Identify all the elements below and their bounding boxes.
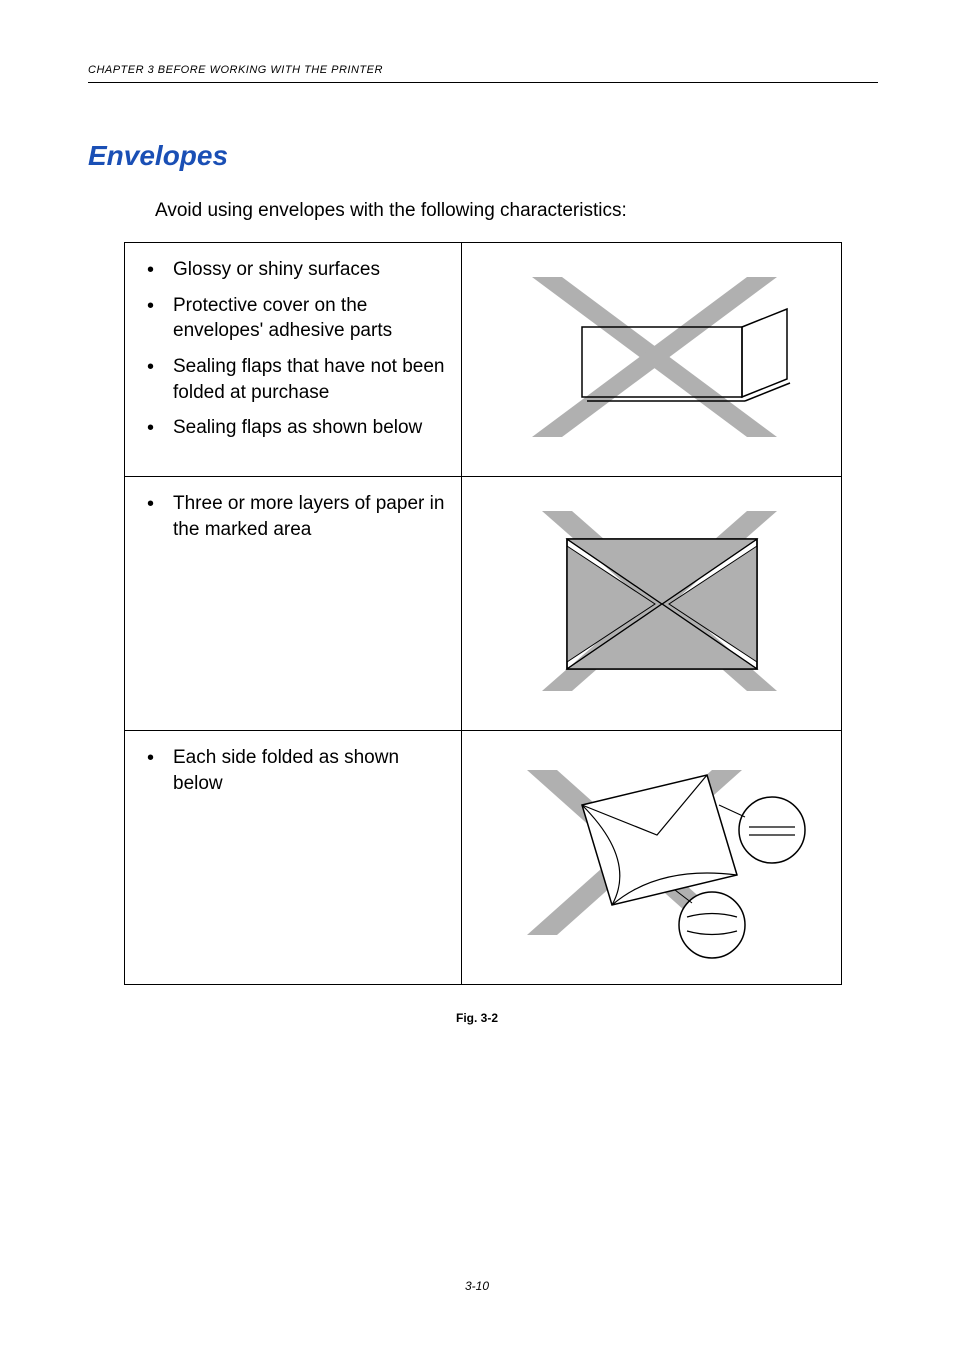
cell-img-3 bbox=[462, 731, 842, 985]
cell-text-2: Three or more layers of paper in the mar… bbox=[125, 477, 462, 731]
envelope-layers-diagram bbox=[487, 491, 827, 716]
header-divider bbox=[88, 82, 878, 83]
page-number: 3-10 bbox=[0, 1279, 954, 1293]
page-heading: Envelopes bbox=[88, 140, 228, 172]
cell-img-2 bbox=[462, 477, 842, 731]
envelope-table: Glossy or shiny surfaces Protective cove… bbox=[124, 242, 842, 985]
list-item: Each side folded as shown below bbox=[145, 745, 451, 796]
cell-text-1: Glossy or shiny surfaces Protective cove… bbox=[125, 243, 462, 477]
list-item: Protective cover on the envelopes' adhes… bbox=[145, 293, 451, 344]
table-row: Three or more layers of paper in the mar… bbox=[125, 477, 842, 731]
list-item: Three or more layers of paper in the mar… bbox=[145, 491, 451, 542]
table-row: Glossy or shiny surfaces Protective cove… bbox=[125, 243, 842, 477]
chapter-label: CHAPTER 3 BEFORE WORKING WITH THE PRINTE… bbox=[88, 64, 383, 76]
envelope-flap-diagram bbox=[487, 257, 827, 462]
list-item: Sealing flaps as shown below bbox=[145, 415, 451, 441]
list-item: Sealing flaps that have not been folded … bbox=[145, 354, 451, 405]
list-item: Glossy or shiny surfaces bbox=[145, 257, 451, 283]
table-row: Each side folded as shown below bbox=[125, 731, 842, 985]
figure-caption: Fig. 3-2 bbox=[0, 1011, 954, 1025]
envelope-folded-diagram bbox=[487, 745, 827, 970]
cell-text-3: Each side folded as shown below bbox=[125, 731, 462, 985]
cell-img-1 bbox=[462, 243, 842, 477]
intro-text: Avoid using envelopes with the following… bbox=[155, 200, 627, 222]
